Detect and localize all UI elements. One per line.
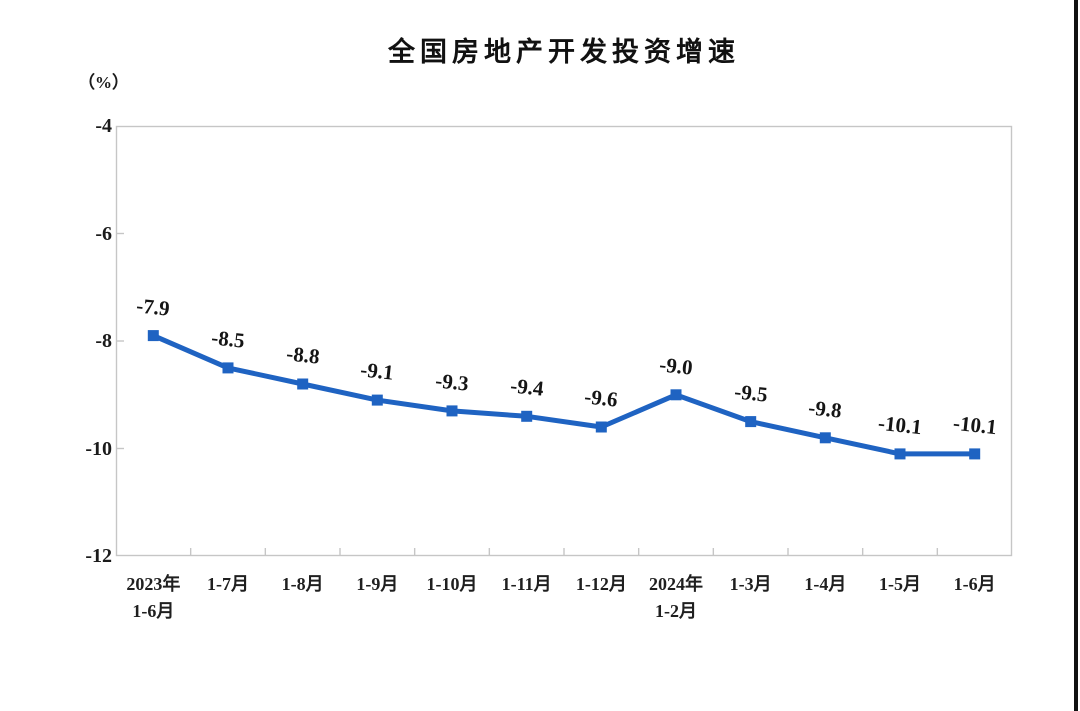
data-point-marker	[670, 389, 682, 401]
screen-right-edge-strip	[1074, 0, 1078, 711]
data-point-marker	[147, 330, 159, 342]
plot-area: -7.9 -8.5 -8.8 -9.1 -9.3 -9.4 -9.6 -9.0 -9.5 -9.8…	[115, 125, 1013, 557]
data-point-marker	[371, 394, 383, 406]
x-axis-tick-label: 1-5月	[879, 574, 921, 594]
data-point-label: -10.1	[951, 410, 998, 440]
y-axis-tick-label: -6	[95, 222, 112, 245]
data-point-marker	[745, 416, 757, 428]
data-point-label: -8.8	[284, 341, 321, 369]
data-point-label: -10.1	[876, 410, 924, 440]
line-chart-svg	[115, 125, 1013, 557]
data-point-marker	[222, 362, 234, 374]
data-point-label: -9.6	[583, 384, 620, 412]
x-axis-tick-label: 2024年 1-2月	[649, 574, 703, 621]
data-point-marker	[595, 421, 607, 433]
data-point-label: -9.4	[508, 373, 545, 401]
x-axis-tick-label: 1-3月	[729, 574, 772, 594]
x-axis-tick-label: 1-10月	[426, 574, 478, 594]
data-point-marker	[297, 378, 309, 390]
chart-title: 全国房地产开发投资增速	[388, 37, 740, 67]
x-axis-tick-label: 2023年 1-6月	[126, 574, 181, 621]
data-point-label: -9.0	[658, 352, 694, 380]
y-axis-tick-label: -8	[95, 330, 112, 352]
data-point-label: -9.5	[732, 378, 769, 407]
data-line	[150, 333, 978, 457]
y-axis-tick-label: -4	[95, 115, 112, 137]
x-axis-tick-label: 1-9月	[356, 574, 399, 594]
data-point-label: -9.8	[807, 395, 844, 423]
x-axis-tick-label: 1-11月	[501, 574, 552, 594]
y-axis-unit-label: （%）	[78, 73, 129, 92]
data-point-label: -7.9	[135, 292, 172, 321]
x-axis-tick-label: 1-12月	[575, 574, 627, 594]
data-point-marker	[894, 448, 906, 460]
data-point-label: -9.3	[434, 368, 470, 396]
x-axis-tick-label: 1-7月	[207, 574, 249, 594]
x-axis-tick-label: 1-6月	[953, 574, 996, 594]
data-point-label: -9.1	[359, 357, 396, 385]
data-point-marker	[446, 405, 458, 417]
data-point-marker	[969, 448, 981, 460]
data-point-label: -8.5	[210, 325, 246, 353]
x-axis-tick-label: 1-8月	[281, 574, 324, 594]
plot-border	[115, 125, 1013, 557]
data-point-marker	[819, 432, 831, 444]
x-axis-tick-label: 1-4月	[804, 574, 847, 594]
y-axis-tick-label: -10	[85, 437, 112, 460]
data-point-marker	[521, 410, 533, 422]
y-axis-tick-label: -12	[85, 545, 112, 567]
